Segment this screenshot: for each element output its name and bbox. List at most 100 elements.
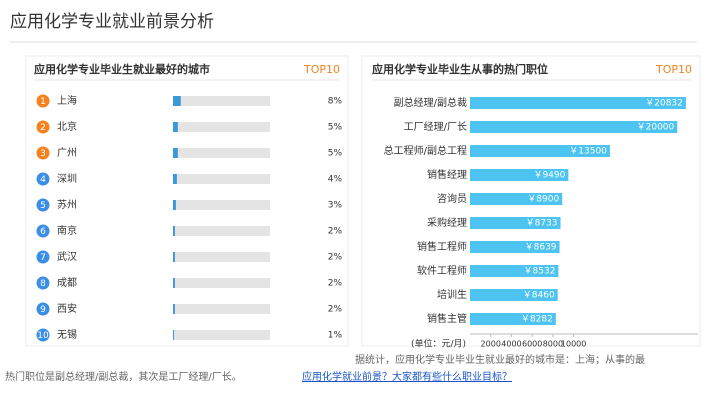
bar <box>173 252 175 262</box>
category-label: 广州 <box>57 147 77 159</box>
x-tick-label: 8000 <box>543 340 563 349</box>
category-label: 南京 <box>57 224 77 237</box>
footer-link[interactable]: 应用化学就业前景？大家都有些什么职业目标？ <box>302 370 512 383</box>
bar <box>470 145 610 157</box>
rank-badge <box>36 250 50 264</box>
x-tick-label: 6000 <box>522 340 542 349</box>
rank-number: 5 <box>40 201 46 211</box>
category-label: 成都 <box>57 277 77 289</box>
rank-number: 7 <box>40 253 46 263</box>
page-title: 应用化学专业就业前景分析 <box>10 12 214 32</box>
category-label: 工厂经理/厂长 <box>404 120 467 133</box>
right-panel <box>361 55 701 347</box>
category-label: 咨询员 <box>437 192 467 205</box>
bar <box>173 122 178 132</box>
category-label: 无锡 <box>57 328 77 341</box>
value-label: 2% <box>328 227 343 237</box>
track <box>173 226 270 236</box>
bar <box>173 226 175 236</box>
rank-badge <box>36 172 50 186</box>
rank-badge <box>36 120 50 134</box>
bar <box>173 200 176 210</box>
bar <box>173 148 178 158</box>
category-label: 北京 <box>57 120 77 133</box>
bar <box>470 313 556 325</box>
category-label: 软件工程师 <box>417 264 467 277</box>
x-tick-label: 2000 <box>481 340 501 349</box>
value-label: 1% <box>328 331 343 341</box>
bar <box>470 169 569 181</box>
category-label: 深圳 <box>57 173 77 185</box>
category-label: 总工程师/副总工程 <box>384 144 467 157</box>
x-axis-label: (单位：元/月) <box>411 338 466 350</box>
value-label: ￥8460 <box>523 291 555 301</box>
rank-badge <box>36 146 50 160</box>
rank-number: 1 <box>40 97 46 107</box>
value-label: 5% <box>328 123 343 133</box>
value-label: 2% <box>328 253 343 263</box>
rank-number: 3 <box>40 149 46 159</box>
rank-number: 6 <box>40 227 46 237</box>
category-label: 销售经理 <box>427 168 467 181</box>
value-label: ￥9490 <box>533 171 565 181</box>
value-label: ￥8639 <box>525 243 557 253</box>
track <box>173 200 270 210</box>
bar <box>470 241 560 253</box>
bar <box>173 278 175 288</box>
x-tick-label: 4000 <box>501 340 521 349</box>
category-label: 培训生 <box>437 288 467 301</box>
rank-number: 8 <box>40 279 46 289</box>
value-label: 5% <box>328 149 343 159</box>
value-label: 3% <box>328 201 343 211</box>
rank-badge <box>36 224 50 238</box>
bar <box>470 121 678 133</box>
x-tick-label: 10000 <box>561 340 586 349</box>
bar <box>470 217 561 229</box>
track <box>173 96 270 106</box>
rank-badge <box>36 94 50 108</box>
bar <box>470 97 686 109</box>
value-label: ￥8900 <box>527 195 559 205</box>
rank-number: 9 <box>40 305 46 315</box>
value-label: 4% <box>328 175 343 185</box>
track <box>173 148 270 158</box>
bar <box>173 96 181 106</box>
chart-title: 应用化学专业毕业生就业最好的城市 <box>34 62 210 76</box>
category-label: 采购经理 <box>427 216 467 229</box>
bar <box>470 193 563 205</box>
value-label: ￥13500 <box>569 147 607 157</box>
category-label: 武汉 <box>57 250 77 263</box>
rank-number: 10 <box>37 331 49 341</box>
value-label: ￥20832 <box>645 99 683 109</box>
bar <box>470 265 559 277</box>
category-label: 苏州 <box>57 198 77 211</box>
value-label: ￥8532 <box>524 267 556 277</box>
category-label: 副总经理/副总裁 <box>394 96 467 109</box>
rank-badge <box>36 198 50 212</box>
value-label: 2% <box>328 305 343 315</box>
footer-text: 据统计，应用化学专业毕业生就业最好的城市是：上海；从事的最 <box>355 353 645 366</box>
rank-badge <box>36 328 50 342</box>
bar <box>470 289 558 301</box>
category-label: 上海 <box>57 94 77 107</box>
value-label: 8% <box>328 97 343 107</box>
category-label: 销售主管 <box>427 312 467 325</box>
footer-text: 热门职位是副总经理/副总裁，其次是工厂经理/厂长。 <box>5 370 242 383</box>
track <box>173 122 270 132</box>
rank-badge <box>36 302 50 316</box>
category-label: 销售工程师 <box>417 240 467 253</box>
bar <box>173 174 177 184</box>
value-label: ￥20000 <box>637 123 675 133</box>
value-label: ￥8282 <box>521 315 553 325</box>
value-label: 2% <box>328 279 343 289</box>
track <box>173 304 270 314</box>
rank-badge <box>36 276 50 290</box>
chart-title: 应用化学专业毕业生从事的热门职位 <box>372 62 548 76</box>
badge: TOP10 <box>655 63 692 76</box>
bar <box>173 304 175 314</box>
rank-number: 4 <box>40 175 46 185</box>
track <box>173 174 270 184</box>
bar <box>173 330 174 340</box>
